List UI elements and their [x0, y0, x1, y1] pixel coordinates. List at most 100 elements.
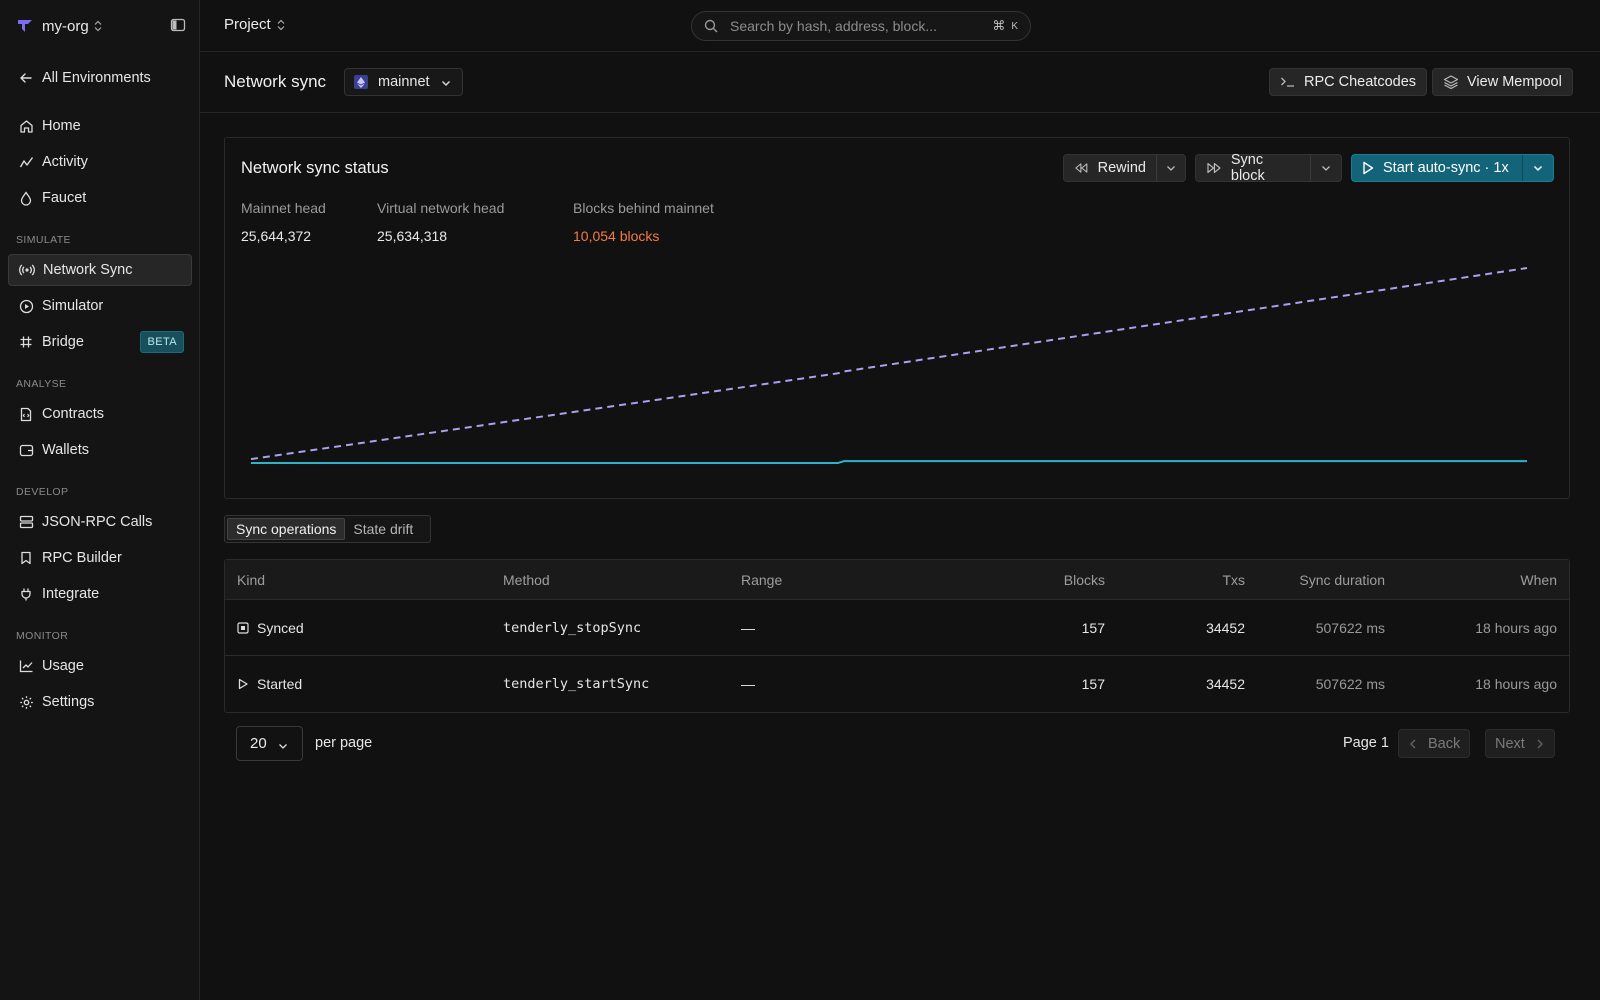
kind-cell: Started [237, 676, 302, 692]
tenderly-logo-icon [18, 20, 32, 32]
rewind-label: Rewind [1097, 160, 1146, 176]
project-switcher[interactable]: Project [224, 16, 285, 33]
sidebar-toggle-icon[interactable] [170, 17, 186, 33]
column-header-kind: Kind [237, 572, 266, 588]
search-shortcut: ⌘ K [992, 18, 1018, 34]
sidebar-item-settings[interactable]: Settings [8, 686, 192, 718]
sidebar-item-label: Simulator [42, 298, 104, 314]
sidebar-item-usage[interactable]: Usage [8, 650, 192, 682]
view-mempool-button[interactable]: View Mempool [1432, 68, 1573, 96]
sidebar-item-wallets[interactable]: Wallets [8, 434, 192, 466]
table-row[interactable]: Synced tenderly_stopSync — 157 34452 507… [225, 600, 1569, 656]
section-label-develop: DEVELOP [16, 486, 69, 498]
when-cell: 18 hours ago [1475, 620, 1557, 636]
sidebar-item-bridge[interactable]: Bridge BETA [8, 326, 192, 358]
sidebar-item-label: RPC Builder [42, 550, 122, 566]
top-bar: Project Search by hash, address, block..… [200, 0, 1600, 52]
page-header: Network sync mainnet RPC Cheatcodes View… [200, 52, 1600, 113]
project-label: Project [224, 16, 271, 33]
per-page-select[interactable]: 20 [236, 726, 303, 761]
sidebar-item-network-sync[interactable]: Network Sync [8, 254, 192, 286]
sidebar-item-label: Bridge [42, 334, 84, 350]
ethereum-icon [354, 75, 368, 89]
file-code-icon [18, 406, 34, 422]
section-label-simulate: SIMULATE [16, 234, 71, 246]
sidebar-item-json-rpc-calls[interactable]: JSON-RPC Calls [8, 506, 192, 538]
sidebar-item-label: JSON-RPC Calls [42, 514, 153, 530]
duration-cell: 507622 ms [1315, 676, 1385, 692]
play-circle-icon [18, 298, 34, 314]
next-label: Next [1495, 735, 1525, 752]
updown-chevron-icon [94, 20, 102, 32]
kind-label: Started [257, 676, 303, 692]
chevron-down-icon [1167, 166, 1175, 171]
rpc-cheatcodes-button[interactable]: RPC Cheatcodes [1269, 68, 1428, 96]
mainnet-head-series-line [250, 267, 1528, 461]
method-cell: tenderly_stopSync [503, 620, 642, 636]
command-key: ⌘ [992, 18, 1006, 33]
org-switcher[interactable]: my-org [16, 14, 188, 38]
chevron-down-icon [442, 81, 450, 86]
search-input[interactable]: Search by hash, address, block... ⌘ K [691, 11, 1031, 41]
rewind-split-button: Rewind [1063, 154, 1186, 182]
txs-cell: 34452 [1206, 676, 1245, 692]
sidebar-item-label: Faucet [42, 190, 87, 206]
start-auto-sync-label: Start auto-sync · 1x [1383, 160, 1509, 176]
mainnet-head-value: 25,644,372 [241, 228, 312, 244]
sidebar-item-faucet[interactable]: Faucet [8, 182, 192, 214]
sidebar-item-rpc-builder[interactable]: RPC Builder [8, 542, 192, 574]
all-environments-link[interactable]: All Environments [8, 62, 192, 94]
per-page-value: 20 [250, 735, 267, 752]
bookmark-icon [18, 550, 34, 566]
sync-block-split-button: Sync block [1195, 152, 1342, 184]
auto-sync-dropdown-button[interactable] [1523, 155, 1553, 181]
droplet-icon [18, 190, 34, 206]
table-row[interactable]: Started tenderly_startSync — 157 34452 5… [225, 656, 1569, 712]
wallet-icon [18, 442, 34, 458]
back-button[interactable]: Back [1398, 729, 1471, 758]
column-header-method: Method [503, 572, 550, 588]
column-header-range: Range [741, 572, 783, 588]
arrow-left-icon [18, 70, 34, 86]
section-label-monitor: MONITOR [16, 630, 69, 642]
sidebar-item-label: Integrate [42, 586, 100, 602]
play-icon [1363, 161, 1374, 175]
chevron-down-icon [279, 744, 287, 749]
chevron-down-icon [1322, 166, 1331, 171]
sidebar-item-simulator[interactable]: Simulator [8, 290, 192, 322]
server-icon [18, 514, 34, 530]
start-auto-sync-split-button: Start auto-sync · 1x [1351, 154, 1554, 182]
card-title: Network sync status [241, 159, 389, 177]
updown-chevron-icon [277, 19, 285, 30]
network-select[interactable]: mainnet [344, 68, 463, 96]
play-icon [238, 678, 248, 690]
range-cell: — [741, 620, 755, 636]
tab-sync-operations[interactable]: Sync operations [227, 518, 346, 540]
sync-chart [225, 258, 1571, 498]
sidebar-item-label: Settings [42, 694, 95, 710]
sidebar-item-activity[interactable]: Activity [8, 146, 192, 178]
sync-block-dropdown-button[interactable] [1311, 155, 1341, 181]
blocks-behind-label: Blocks behind mainnet [573, 200, 714, 216]
sync-operations-table: Kind Method Range Blocks Txs Sync durati… [224, 559, 1570, 713]
rewind-dropdown-button[interactable] [1157, 155, 1185, 181]
search-placeholder: Search by hash, address, block... [730, 18, 937, 34]
start-auto-sync-button[interactable]: Start auto-sync · 1x [1352, 155, 1523, 181]
column-header-when: When [1520, 572, 1557, 588]
sidebar-item-home[interactable]: Home [8, 110, 192, 142]
layers-icon [1443, 75, 1459, 90]
org-name: my-org [42, 17, 89, 35]
sync-block-button[interactable]: Sync block [1196, 152, 1312, 184]
back-label: Back [1428, 735, 1461, 752]
sidebar-item-contracts[interactable]: Contracts [8, 398, 192, 430]
view-mempool-label: View Mempool [1467, 74, 1562, 90]
table-header: Kind Method Range Blocks Txs Sync durati… [225, 560, 1569, 600]
rewind-button[interactable]: Rewind [1064, 155, 1157, 181]
search-icon [704, 19, 718, 33]
sidebar-item-label: Home [42, 118, 81, 134]
next-button[interactable]: Next [1485, 729, 1555, 758]
sidebar-item-integrate[interactable]: Integrate [8, 578, 192, 610]
activity-icon [18, 154, 34, 170]
tab-state-drift[interactable]: State drift [353, 521, 414, 537]
column-header-sync-duration: Sync duration [1299, 572, 1385, 588]
